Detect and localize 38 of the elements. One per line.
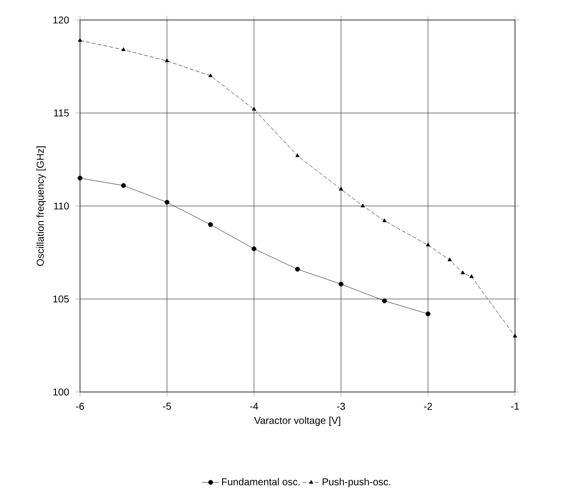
point: [338, 282, 344, 287]
point: [252, 107, 256, 111]
x-tick-label: -5: [163, 402, 172, 410]
point: [295, 154, 300, 158]
point: [512, 334, 518, 338]
point: [338, 187, 344, 191]
x-tick-label: -4: [250, 402, 258, 410]
x-tick-label: -3: [337, 402, 345, 410]
point: [164, 200, 170, 205]
y-tick-label: 115: [54, 110, 69, 117]
y-tick-label: 110: [54, 202, 69, 210]
point: [208, 222, 213, 228]
x-axis-title: Varactor voltage [V]: [254, 416, 340, 426]
y-axis-title: Oscillation frequency [GHz]: [36, 146, 46, 266]
point: [460, 270, 465, 274]
y-tick-label: 100: [53, 388, 69, 396]
point: [295, 266, 300, 272]
point: [121, 48, 126, 52]
point: [78, 176, 82, 181]
x-tick-label: -6: [76, 402, 84, 410]
point: [208, 74, 213, 78]
point: [121, 183, 126, 188]
point: [78, 38, 82, 42]
point: [448, 258, 452, 262]
legend-label: Fundamental osc.: [222, 478, 300, 486]
y-tick-label: 120: [53, 16, 69, 24]
point: [252, 246, 256, 252]
point: [426, 312, 430, 316]
point: [382, 218, 387, 222]
y-tick-label: 105: [53, 296, 69, 303]
x-tick-label: -1: [511, 402, 519, 410]
point: [382, 298, 387, 304]
legend-label: Push-push-osc.: [322, 478, 390, 488]
point: [469, 274, 474, 278]
point: [164, 58, 170, 62]
point: [426, 242, 430, 246]
point: [360, 204, 365, 208]
x-tick-label: -2: [424, 402, 432, 410]
